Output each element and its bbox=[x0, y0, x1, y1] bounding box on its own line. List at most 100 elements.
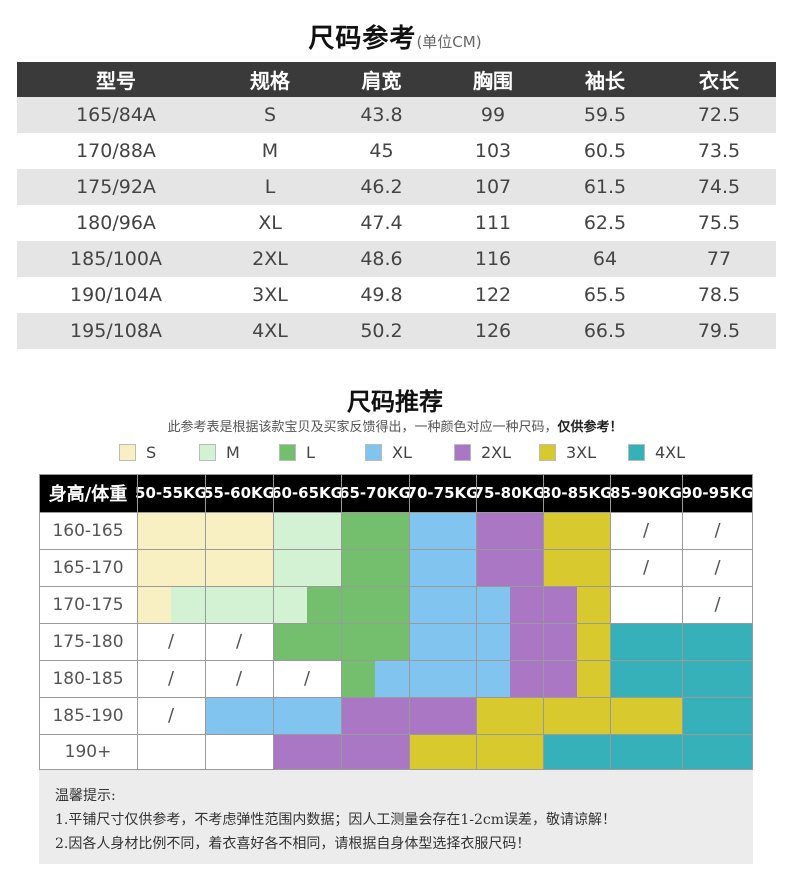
header-spec: 规格 bbox=[215, 62, 325, 97]
cell-length: 78.5 bbox=[697, 284, 741, 306]
size-table-row: 190/104A 3XL 49.8 122 65.5 78.5 bbox=[17, 277, 776, 313]
empty-cell: / bbox=[137, 697, 205, 734]
cell-chest: 111 bbox=[474, 212, 512, 234]
legend-label: M bbox=[226, 443, 240, 462]
grid-line bbox=[610, 474, 611, 770]
cell-shoulder: 50.2 bbox=[325, 313, 438, 349]
legend-label: XL bbox=[392, 443, 412, 462]
cell-chest: 122 bbox=[474, 284, 512, 306]
size-cell bbox=[476, 586, 510, 623]
size-cell bbox=[273, 586, 307, 623]
size-cell bbox=[341, 697, 409, 734]
size-table-row: 195/108A 4XL 50.2 126 66.5 79.5 bbox=[17, 313, 776, 349]
size-cell bbox=[137, 512, 205, 549]
size-cell bbox=[610, 623, 682, 660]
size-cell bbox=[543, 697, 610, 734]
cell-shoulder: 43.8 bbox=[325, 97, 438, 133]
grid-line bbox=[39, 474, 40, 770]
legend-item: M bbox=[199, 443, 240, 462]
legend-label: L bbox=[306, 443, 315, 462]
size-cell bbox=[476, 623, 510, 660]
size-cell bbox=[476, 660, 510, 697]
size-table-row: 180/96A XL 47.4 111 62.5 75.5 bbox=[17, 205, 776, 241]
cell-sleeve: 59.5 bbox=[548, 97, 662, 133]
empty-cell: / bbox=[205, 623, 273, 660]
weight-header: 85-90KG bbox=[610, 474, 682, 512]
size-cell bbox=[409, 697, 476, 734]
cell-length: 73.5 bbox=[697, 140, 741, 162]
legend-label: 2XL bbox=[481, 443, 512, 462]
empty-cell: / bbox=[205, 660, 273, 697]
size-cell bbox=[341, 512, 409, 549]
cell-shoulder: 46.2 bbox=[325, 169, 438, 205]
legend-swatch bbox=[199, 444, 216, 461]
size-table-row: 185/100A 2XL 48.6 116 64 77 bbox=[17, 241, 776, 277]
legend-item: S bbox=[119, 443, 156, 462]
cell-model: 180/96A bbox=[76, 212, 156, 234]
cell-model: 175/92A bbox=[17, 169, 215, 205]
height-label: 190+ bbox=[39, 734, 137, 770]
grid-line bbox=[273, 474, 274, 770]
recommendation-title: 尺码推荐 bbox=[347, 388, 443, 416]
size-cell bbox=[409, 623, 476, 660]
size-cell bbox=[341, 660, 375, 697]
grid-line bbox=[39, 549, 753, 550]
weight-header: 80-85KG bbox=[541, 474, 612, 512]
size-cell bbox=[543, 549, 610, 586]
legend-swatch bbox=[628, 444, 645, 461]
cell-model: 195/108A bbox=[17, 313, 215, 349]
empty-cell: / bbox=[273, 660, 341, 697]
header-sleeve: 袖长 bbox=[548, 62, 662, 97]
size-cell bbox=[682, 734, 753, 770]
size-cell bbox=[682, 660, 753, 697]
size-cell bbox=[510, 586, 543, 623]
grid-line bbox=[476, 474, 477, 770]
cell-length: 74.5 bbox=[662, 169, 776, 205]
legend-label: S bbox=[146, 443, 157, 462]
cell-spec: L bbox=[215, 169, 325, 205]
grid-line bbox=[341, 474, 342, 770]
height-label: 180-185 bbox=[39, 660, 137, 697]
legend-item: 2XL bbox=[454, 443, 511, 462]
size-cell bbox=[577, 623, 610, 660]
size-cell bbox=[577, 660, 610, 697]
weight-header: 60-65KG bbox=[271, 474, 343, 512]
header-chest: 胸围 bbox=[438, 62, 548, 97]
size-cell bbox=[205, 586, 273, 623]
size-cell bbox=[682, 697, 753, 734]
size-cell bbox=[341, 623, 409, 660]
size-cell bbox=[543, 586, 577, 623]
size-cell bbox=[610, 734, 682, 770]
size-cell bbox=[341, 549, 409, 586]
header-length: 衣长 bbox=[662, 62, 776, 97]
tips-box: 温馨提示: 1.平铺尺寸仅供参考，不考虑弹性范围内数据；因人工测量会存在1-2c… bbox=[39, 770, 753, 864]
size-cell bbox=[543, 734, 610, 770]
size-cell bbox=[409, 549, 476, 586]
cell-sleeve: 61.5 bbox=[548, 169, 662, 205]
empty-cell: / bbox=[682, 586, 753, 623]
size-table-row: 175/92A L 46.2 107 61.5 74.5 bbox=[17, 169, 776, 205]
cell-chest: 103 bbox=[474, 140, 512, 162]
size-table-row: 165/84A S 43.8 99 59.5 72.5 bbox=[17, 97, 776, 133]
size-cell bbox=[543, 660, 577, 697]
grid-line bbox=[205, 474, 206, 770]
size-cell bbox=[610, 697, 682, 734]
height-label: 160-165 bbox=[39, 512, 137, 549]
grid-line bbox=[137, 474, 138, 770]
legend-item: 4XL bbox=[628, 443, 685, 462]
size-cell bbox=[543, 623, 577, 660]
cell-chest: 116 bbox=[438, 241, 548, 277]
size-cell bbox=[273, 623, 341, 660]
cell-sleeve: 62.5 bbox=[583, 212, 627, 234]
size-cell bbox=[273, 549, 341, 586]
size-reference-title: 尺码参考 bbox=[308, 24, 417, 54]
cell-chest: 99 bbox=[438, 97, 548, 133]
cell-length: 72.5 bbox=[662, 97, 776, 133]
header-model: 型号 bbox=[17, 62, 215, 97]
size-cell bbox=[409, 512, 476, 549]
size-cell bbox=[610, 660, 682, 697]
size-cell bbox=[205, 512, 273, 549]
size-reference-title-block: 尺码参考(单位CM) bbox=[0, 18, 790, 55]
cell-model: 185/100A bbox=[17, 241, 215, 277]
height-label: 185-190 bbox=[39, 697, 137, 734]
